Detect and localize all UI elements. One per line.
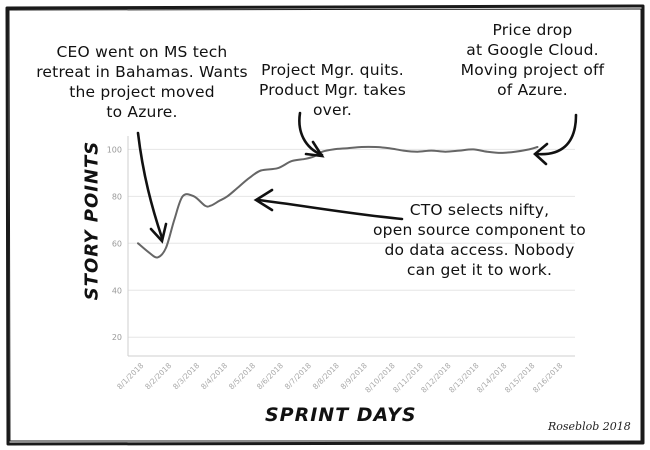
x-tick-label: 8/16/2018 [531,361,565,395]
x-tick-label: 8/5/2018 [227,361,257,391]
arrow-pm-head [304,140,325,158]
arrow-cto-head [253,188,274,212]
x-tick-label: 8/6/2018 [255,361,285,391]
comic-border [5,4,645,446]
x-tick-label: 8/3/2018 [171,361,201,391]
y-tick-label: 40 [112,286,122,295]
x-tick-label: 8/1/2018 [115,361,145,391]
y-axis-title: STORY POINTS [81,140,103,301]
arrow-ceo-head [149,222,168,244]
x-tick-label: 8/4/2018 [199,361,229,391]
annotation-arrows [136,111,578,244]
arrow-ceo [136,131,164,240]
x-tick-label: 8/8/2018 [311,361,341,391]
y-tick-label: 80 [112,192,122,201]
x-tick-label: 8/7/2018 [283,361,313,391]
arrow-google-head [533,142,549,166]
y-tick-label: 60 [112,239,122,248]
arrow-google [534,113,578,156]
annotation-project-mgr: Project Mgr. quits. Product Mgr. takes o… [258,61,406,119]
annotation-google: Price drop at Google Cloud. Moving proje… [460,21,605,99]
y-tick-label: 20 [112,333,122,342]
annotation-ceo: CEO went on MS tech retreat in Bahamas. … [36,43,248,121]
x-axis-title: SPRINT DAYS [265,404,417,426]
y-tick-label: 100 [107,145,122,154]
comic-border-inner [8,8,642,442]
artist-signature: Roseblob 2018 [548,420,631,433]
x-tick-label: 8/2/2018 [143,361,173,391]
annotation-cto: CTO selects nifty, open source component… [373,201,586,279]
arrow-cto [256,198,404,221]
arrow-pm [298,111,324,157]
series-line-story-points [137,145,539,259]
